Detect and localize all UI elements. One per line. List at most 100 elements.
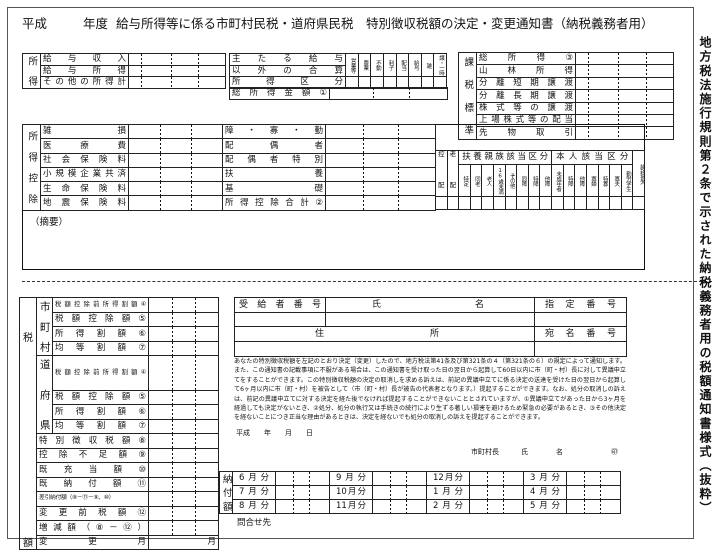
status-check-cell[interactable] <box>493 196 506 210</box>
status-check-cell[interactable] <box>469 196 483 210</box>
status-check-cell[interactable] <box>632 196 645 210</box>
payment-amount-field[interactable] <box>275 499 330 514</box>
status-check-cell[interactable] <box>446 196 460 210</box>
tax-value-field[interactable] <box>148 340 219 356</box>
deduction-value-field[interactable] <box>325 181 436 197</box>
income-class-col: 営業等 <box>345 53 359 77</box>
address-number-field[interactable] <box>534 341 627 357</box>
income-group-label: 所得 <box>22 53 41 89</box>
designation-number-field[interactable] <box>534 312 627 327</box>
deductions-table: 所得控除 雑損 障・寡・勤 医療費 配偶者 社会保険料 配偶者特別 小規模企業共済 扶養 … <box>22 123 436 211</box>
deduction-value-field[interactable] <box>128 138 223 154</box>
tax-value-field[interactable] <box>148 505 219 521</box>
tax-value-field[interactable] <box>148 520 219 536</box>
tax-value-field[interactable] <box>148 491 219 507</box>
status-check-cell[interactable] <box>504 196 518 210</box>
payment-amount-field[interactable] <box>566 485 621 500</box>
status-table: 控配 老配 扶養親族該当区分 本人該当区分 繰越損失 特定 同老 老人 16歳未… <box>435 150 645 210</box>
status-col-elderly-spouse: 老配 <box>446 150 460 197</box>
tax-row-label: 税額控除前所得割額④ <box>52 355 149 391</box>
payment-amount-field[interactable] <box>469 471 524 486</box>
total-income-label: 総所得金額① <box>229 87 330 100</box>
payment-amount-field[interactable] <box>275 485 330 500</box>
payment-month-label: 12月分 <box>426 471 470 486</box>
tax-value-field[interactable] <box>148 462 219 478</box>
payment-amount-field[interactable] <box>566 499 621 514</box>
tax-value-field[interactable] <box>148 326 219 342</box>
payment-month-label: 10月分 <box>329 485 373 500</box>
taxbase-value-field[interactable] <box>575 101 674 115</box>
tax-group-bottom: 額 <box>23 538 33 549</box>
deduction-value-field[interactable] <box>325 138 436 154</box>
taxbase-value-field[interactable] <box>575 76 674 91</box>
payment-amount-field[interactable] <box>372 471 427 486</box>
deduction-value-field[interactable] <box>325 123 436 140</box>
payment-amount-field[interactable] <box>372 485 427 500</box>
tax-value-field[interactable] <box>148 476 219 492</box>
tax-value-field[interactable] <box>148 297 219 313</box>
address-field[interactable] <box>234 341 535 357</box>
self-col: 特障 <box>562 164 576 197</box>
deduction-value-field[interactable] <box>325 152 436 168</box>
payment-amount-field[interactable] <box>275 471 330 486</box>
tax-value-field[interactable] <box>148 311 219 327</box>
deduction-value-field[interactable] <box>128 166 223 183</box>
self-col: 他障 <box>574 164 587 197</box>
recipient-name-field[interactable] <box>325 312 535 327</box>
deduction-label: 地震保険料 <box>40 195 129 211</box>
status-check-cell[interactable] <box>609 196 622 210</box>
income-value-field[interactable] <box>128 76 226 89</box>
income-class-table: 主たる給与 営業等 農業 不動 利子 配当 給与 雑 譲・一時 以外の合算 所得… <box>229 53 447 89</box>
status-check-cell[interactable] <box>516 196 529 210</box>
deductions-group-label: 所得控除 <box>22 124 41 211</box>
status-check-cell[interactable] <box>539 196 553 210</box>
date-day: 日 <box>306 429 313 437</box>
deduction-value-field[interactable] <box>128 152 223 168</box>
status-check-cell[interactable] <box>574 196 587 210</box>
total-income-field[interactable] <box>329 87 448 100</box>
address-label-1: 住 <box>315 328 325 339</box>
payment-month-label: 6月分 <box>232 471 276 486</box>
deduction-value-field[interactable] <box>128 123 223 140</box>
deduction-value-field[interactable] <box>128 181 223 197</box>
payment-amount-field[interactable] <box>372 499 427 514</box>
deduction-label: 生命保険料 <box>40 181 129 197</box>
payments-label: 納付額 <box>219 471 233 514</box>
recipient-number-field[interactable] <box>234 312 326 327</box>
status-check-cell[interactable] <box>585 196 599 210</box>
income-value-field[interactable] <box>128 53 226 66</box>
self-col: 寡婦 <box>585 164 599 197</box>
status-check-cell[interactable] <box>597 196 611 210</box>
change-month-field[interactable]: 月 <box>148 534 219 550</box>
dependents-col: 16歳未満 <box>493 164 506 197</box>
tax-value-field[interactable] <box>148 389 219 405</box>
payment-amount-field[interactable] <box>469 499 524 514</box>
status-check-cell[interactable] <box>620 196 634 210</box>
deduction-value-field[interactable] <box>325 166 436 183</box>
payment-amount-field[interactable] <box>566 471 621 486</box>
tax-value-field[interactable] <box>148 355 219 391</box>
income-class-col: 不動 <box>370 53 384 77</box>
tax-value-field[interactable] <box>148 404 219 420</box>
deduction-value-field[interactable] <box>325 195 436 211</box>
tax-value-field[interactable] <box>148 418 219 434</box>
dependents-col: 同障 <box>516 164 529 197</box>
taxbase-value-field[interactable] <box>575 89 674 103</box>
status-check-cell[interactable] <box>527 196 541 210</box>
taxbase-value-field[interactable] <box>575 51 674 66</box>
status-check-cell[interactable] <box>551 196 564 210</box>
deduction-value-field[interactable] <box>128 195 223 211</box>
carryover-col: 繰越損失 <box>632 150 645 197</box>
taxbase-value-field[interactable] <box>575 126 674 140</box>
payment-amount-field[interactable] <box>469 485 524 500</box>
taxbase-value-field[interactable] <box>575 64 674 78</box>
status-check-cell[interactable] <box>481 196 495 210</box>
income-value-field[interactable] <box>128 64 226 77</box>
payment-month-label: 3月分 <box>523 471 567 486</box>
status-check-cell[interactable] <box>435 196 448 210</box>
tax-value-field[interactable] <box>148 433 219 449</box>
status-check-cell[interactable] <box>458 196 471 210</box>
status-check-cell[interactable] <box>562 196 576 210</box>
tax-row-label: 増減額（⑧－⑫） <box>36 520 149 536</box>
tax-value-field[interactable] <box>148 447 219 463</box>
